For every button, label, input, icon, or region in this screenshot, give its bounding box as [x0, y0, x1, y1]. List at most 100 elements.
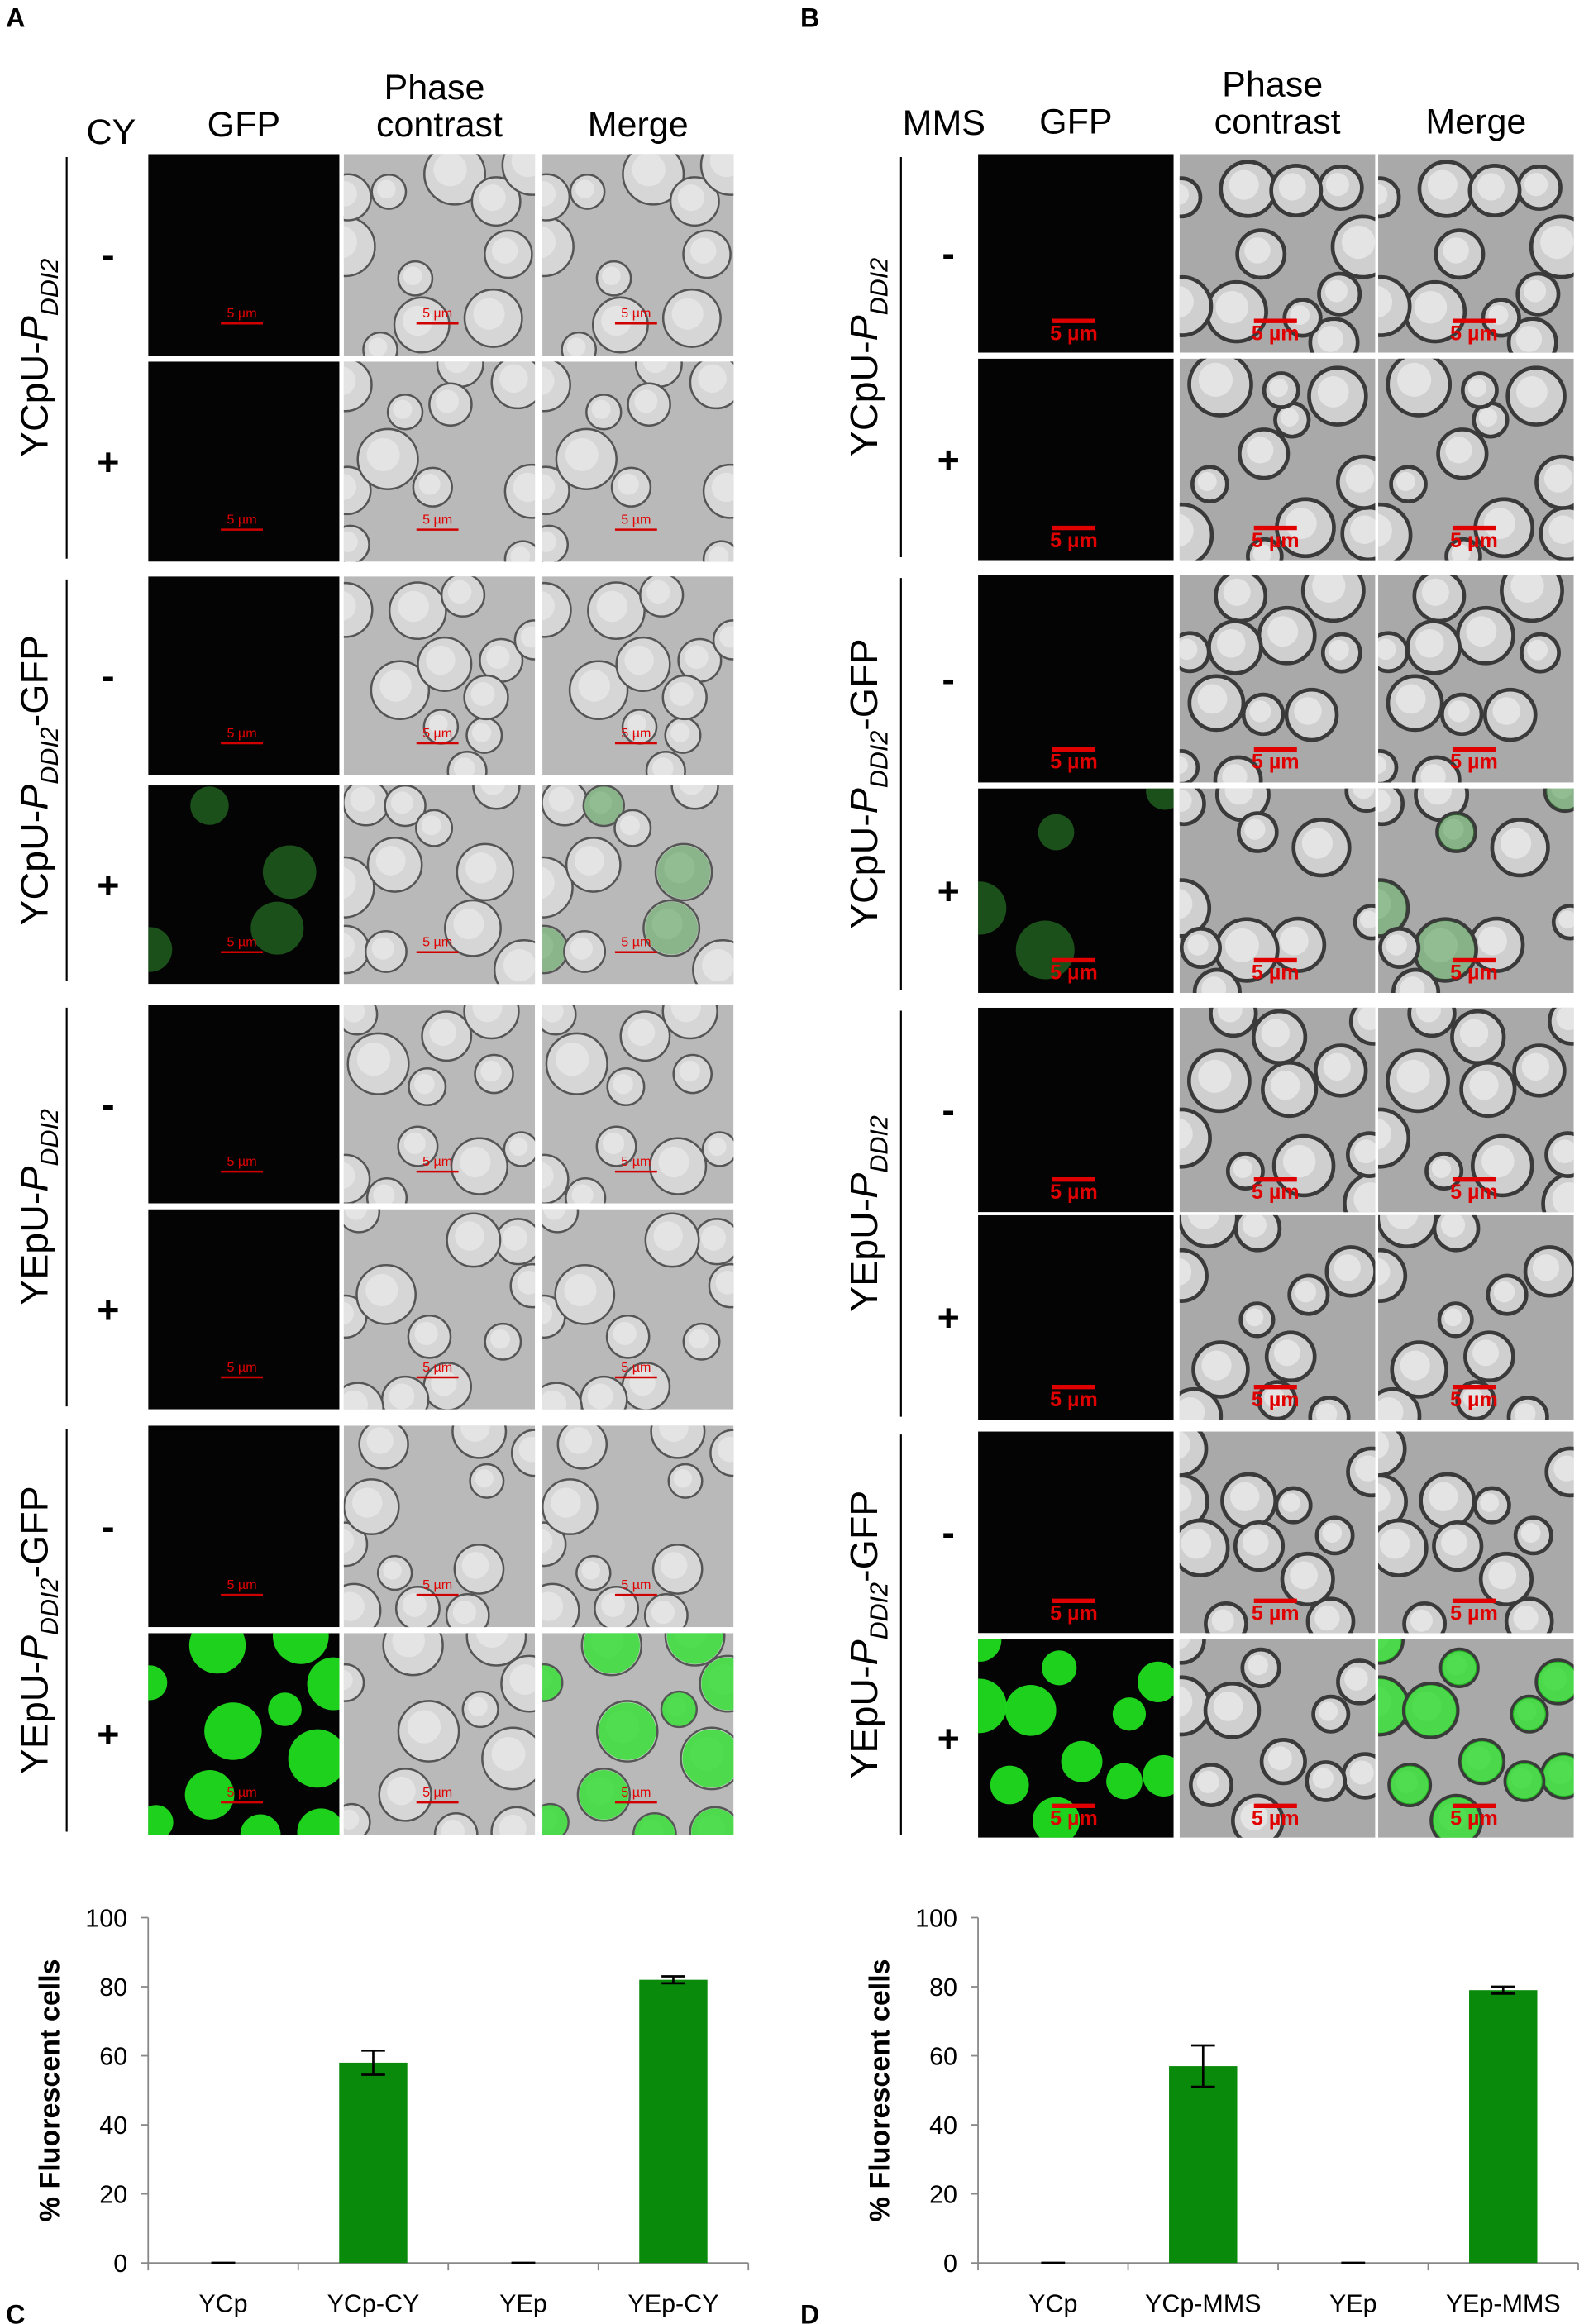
cell-highlight: [602, 1132, 625, 1155]
cell-highlight: [1524, 279, 1547, 303]
construct-label: YCpU-PDDI2-GFP: [12, 635, 64, 926]
gfp-signal: [656, 845, 711, 900]
cell-highlight: [542, 1005, 564, 1023]
cell-highlight: [1353, 1182, 1376, 1213]
error-bar: [1190, 2044, 1215, 2088]
cell-highlight: [602, 266, 621, 286]
cell-highlight: [471, 723, 492, 742]
cell-highlight: [1492, 697, 1520, 725]
promoter: P: [842, 1173, 885, 1199]
scale-bar-label: 5 µm: [227, 1577, 256, 1592]
gfp-signal: [240, 1814, 281, 1835]
cell-highlight: [571, 1184, 594, 1204]
cell-highlight: [1240, 1803, 1268, 1831]
cell-highlight: [1429, 1482, 1458, 1511]
cell-highlight: [1378, 789, 1391, 812]
cell-highlight: [371, 937, 394, 960]
treatment-sign: -: [942, 1089, 955, 1132]
fluorescence-image: 5 µm: [978, 358, 1174, 561]
cell-highlight: [379, 670, 412, 702]
cell-highlight: [1520, 1523, 1541, 1543]
gfp-signal: [297, 1808, 340, 1835]
column-header: Merge: [1425, 102, 1526, 141]
cell-highlight: [632, 154, 666, 187]
scale-bar-label: 5 µm: [227, 512, 256, 527]
cell-highlight: [383, 1561, 402, 1580]
scale-bar-label: 5 µm: [621, 726, 651, 741]
cell-highlight: [1415, 1007, 1441, 1023]
phase-image: 5 µm: [343, 361, 536, 562]
cell-highlight: [1378, 513, 1392, 547]
fluorescence-image: 5 µm: [148, 785, 340, 985]
image-background: [148, 576, 340, 775]
cell-highlight: [460, 1425, 490, 1443]
cell-highlight: [343, 1529, 355, 1553]
cell-highlight: [689, 1329, 709, 1349]
phase-image: 5 µm: [343, 785, 536, 985]
promoter-subscript: DDI2: [866, 1115, 894, 1172]
cell-highlight: [1378, 184, 1388, 205]
cell-highlight: [1201, 1350, 1232, 1381]
cell-highlight: [1341, 225, 1376, 260]
cell-highlight: [542, 1209, 566, 1220]
scale-bar-label: 5 µm: [422, 1154, 452, 1169]
cell-highlight: [690, 237, 717, 264]
merge-image: 5 µm: [1378, 1431, 1574, 1634]
header-line: Phase: [1222, 65, 1333, 105]
cell-highlight: [503, 948, 536, 982]
merge-image: 5 µm: [542, 785, 734, 985]
scale-bar-label: 5 µm: [1050, 1388, 1098, 1411]
promoter-subscript: DDI2: [36, 1577, 64, 1634]
promoter: P: [842, 315, 885, 341]
promoter: P: [12, 785, 55, 810]
gfp-signal: [1112, 1697, 1147, 1731]
cell-highlight: [403, 266, 422, 286]
x-tick-label: YCp: [198, 2289, 247, 2317]
cell-highlight: [677, 184, 704, 212]
gfp-signal: [148, 1805, 174, 1835]
cell-highlight: [673, 1469, 693, 1488]
cell-highlight: [659, 1425, 689, 1443]
cell-highlight: [1282, 1144, 1316, 1178]
merge-image: 5 µm: [542, 361, 734, 562]
cell-highlight: [1215, 290, 1249, 324]
scale-bar-label: 5 µm: [1050, 1807, 1098, 1830]
cell-highlight: [1179, 1118, 1193, 1150]
promoter-subscript: DDI2: [866, 1582, 894, 1639]
phase-image: 5 µm: [343, 154, 536, 356]
y-tick-label: 20: [929, 2180, 957, 2208]
gfp-signal: [1061, 1740, 1103, 1782]
cell-highlight: [433, 154, 467, 187]
gfp-signal: [978, 881, 1007, 935]
scale-bar-label: 5 µm: [227, 306, 256, 321]
cell-highlight: [1553, 1139, 1574, 1164]
cell-highlight: [455, 1221, 484, 1251]
scale-bar-label: 5 µm: [227, 1785, 256, 1800]
fluorescence-image: 5 µm: [148, 361, 340, 562]
y-tick-label: 20: [99, 2180, 127, 2208]
cell-highlight: [1273, 1339, 1300, 1367]
cell-highlight: [343, 226, 357, 259]
x-tick-label: YCp-MMS: [1145, 2289, 1262, 2317]
cell-highlight: [542, 933, 554, 959]
cell-highlight: [1396, 362, 1432, 397]
gfp-signal: [268, 1692, 302, 1726]
y-axis-title: % Fluorescent cells: [35, 1959, 66, 2221]
cell-highlight: [1400, 1350, 1430, 1381]
cell-highlight: [1396, 1059, 1430, 1093]
scale-bar-label: 5 µm: [621, 1154, 651, 1169]
cell-highlight: [1440, 1214, 1466, 1238]
cell-highlight: [1543, 464, 1573, 493]
cell-highlight: [1477, 173, 1505, 201]
cell-highlight: [596, 590, 628, 623]
cell-highlight: [1443, 818, 1464, 840]
cell-highlight: [1378, 1431, 1390, 1459]
gfp-signal: [634, 1814, 675, 1835]
cell-highlight: [1249, 700, 1271, 723]
cell-highlight: [685, 645, 709, 670]
scale-bar-label: 5 µm: [1252, 1602, 1300, 1625]
cell-highlight: [1179, 888, 1193, 919]
gfp-signal: [1405, 1684, 1457, 1736]
